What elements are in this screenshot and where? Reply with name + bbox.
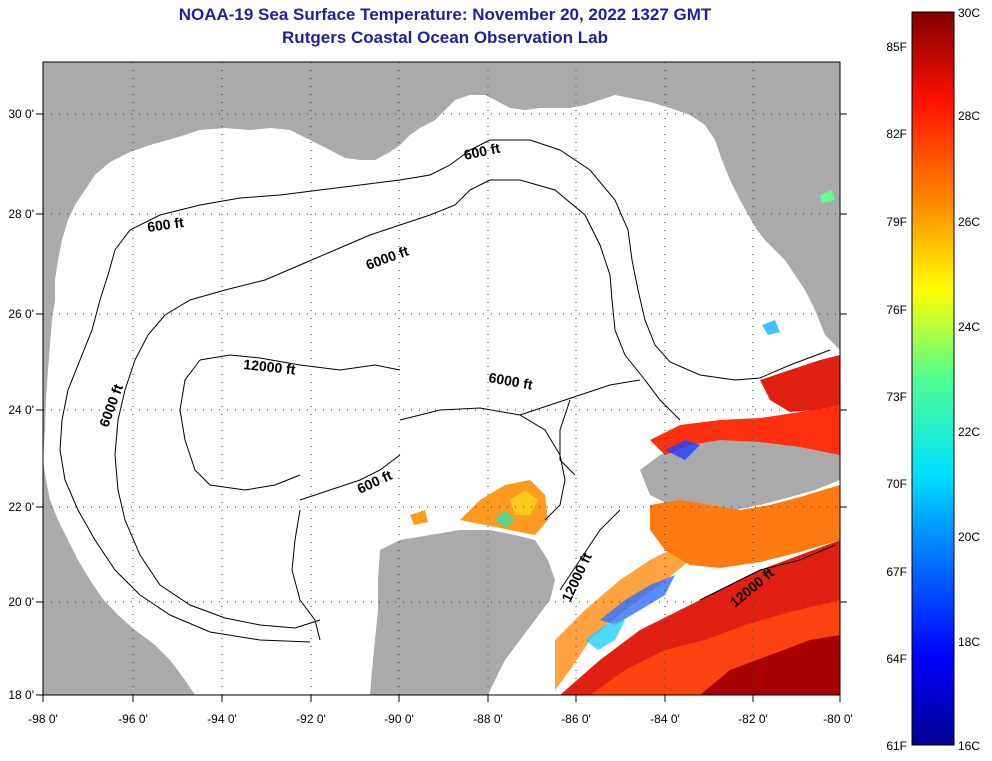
lon-label: -90 0' bbox=[384, 712, 414, 726]
lat-label: 18 0' bbox=[8, 688, 34, 702]
lat-label: 20 0' bbox=[8, 595, 34, 609]
lon-label: -94 0' bbox=[207, 712, 237, 726]
contour-label-12000ft-center: 12000 ft bbox=[243, 356, 297, 377]
color-scale-bar bbox=[911, 11, 955, 746]
graticule bbox=[43, 62, 840, 695]
map-frame bbox=[42, 61, 841, 696]
land-us-coast bbox=[43, 62, 840, 460]
lon-label: -88 0' bbox=[473, 712, 503, 726]
lon-label: -98 0' bbox=[28, 712, 58, 726]
sst-data-patches bbox=[410, 190, 840, 695]
colorbar-f-label: 79F bbox=[886, 215, 907, 229]
lon-label: -82 0' bbox=[738, 712, 768, 726]
lon-label: -84 0' bbox=[650, 712, 680, 726]
lat-label: 28 0' bbox=[8, 207, 34, 221]
colorbar-c-label: 22C bbox=[958, 425, 980, 439]
colorbar-f-label: 67F bbox=[886, 565, 907, 579]
map-title: NOAA-19 Sea Surface Temperature: Novembe… bbox=[178, 5, 712, 24]
colorbar-c-label: 16C bbox=[958, 739, 980, 753]
axis-ticks bbox=[36, 113, 847, 702]
colorbar-c-label: 24C bbox=[958, 320, 980, 334]
lon-label: -96 0' bbox=[118, 712, 148, 726]
colorbar-c-label: 20C bbox=[958, 530, 980, 544]
colorbar-f-label: 73F bbox=[886, 390, 907, 404]
land-yucatan bbox=[370, 530, 555, 695]
contour-label-6000ft-east: 6000 ft bbox=[487, 369, 534, 393]
colorbar-f-label: 70F bbox=[886, 477, 907, 491]
depth-contours bbox=[59, 139, 836, 643]
lat-label: 30 0' bbox=[8, 107, 34, 121]
lat-label: 24 0' bbox=[8, 403, 34, 417]
colorbar-c-label: 30C bbox=[958, 6, 980, 20]
colorbar-f-label: 61F bbox=[886, 739, 907, 753]
lon-label: -92 0' bbox=[296, 712, 326, 726]
colorbar-f-label: 64F bbox=[886, 652, 907, 666]
colorbar-c-label: 18C bbox=[958, 635, 980, 649]
lon-label: -80 0' bbox=[823, 712, 853, 726]
colorbar-f-label: 82F bbox=[886, 127, 907, 141]
contour-label-600ft-west: 600 ft bbox=[146, 214, 185, 235]
colorbar-c-label: 28C bbox=[958, 109, 980, 123]
land-mexico-west bbox=[43, 460, 195, 695]
lat-label: 26 0' bbox=[8, 307, 34, 321]
contour-label-600ft-north: 600 ft bbox=[462, 140, 501, 163]
colorbar-f-label: 76F bbox=[886, 303, 907, 317]
colorbar-f-label: 85F bbox=[886, 40, 907, 54]
colorbar-c-label: 26C bbox=[958, 215, 980, 229]
lon-label: -86 0' bbox=[561, 712, 591, 726]
map-subtitle: Rutgers Coastal Ocean Observation Lab bbox=[282, 28, 608, 47]
lat-label: 22 0' bbox=[8, 500, 34, 514]
land-cuba bbox=[640, 438, 840, 510]
